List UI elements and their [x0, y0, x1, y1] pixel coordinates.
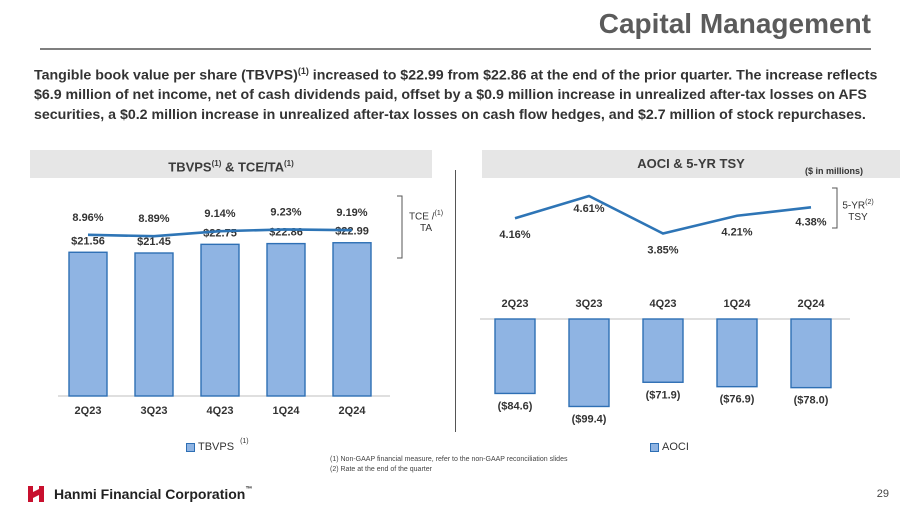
right-panel-heading: AOCI & 5-YR TSY [482, 150, 900, 178]
tce-ta-label-2Q24: 9.19% [336, 207, 367, 219]
tsy-line [514, 194, 812, 235]
tbvps-x-tick-2Q24: 2Q24 [339, 405, 367, 417]
left-panel-heading: TBVPS(1) & TCE/TA(1) [30, 150, 432, 178]
aoci-bar-4Q23 [642, 318, 684, 383]
tbvps-value-label-2Q23: $21.56 [71, 235, 105, 247]
aoci-value-label-3Q23: ($99.4) [572, 413, 607, 425]
five-yr-label: 5-YR [842, 200, 866, 212]
tce-ta-label-4Q23: 9.14% [204, 208, 235, 220]
tbvps-legend-sup: (1) [240, 437, 249, 445]
tbvps-x-tick-4Q23: 4Q23 [207, 405, 234, 417]
aoci-legend-swatch [650, 442, 659, 452]
tbvps-legend: TBVPS (1) [186, 437, 249, 453]
tbvps-bar-1Q24 [266, 242, 306, 397]
footnote-1: (1) Non-GAAP financial measure, refer to… [330, 456, 568, 463]
aoci-value-label-4Q23: ($71.9) [646, 389, 681, 401]
aoci-value-label-2Q23: ($84.6) [498, 400, 533, 412]
aoci-bar-3Q23 [568, 318, 610, 408]
aoci-x-tick-2Q23: 2Q23 [502, 298, 529, 310]
tce-ta-label-2Q23: 8.96% [72, 212, 103, 224]
tbvps-x-tick-1Q24: 1Q24 [273, 405, 301, 417]
hanmi-logo-icon [28, 486, 44, 502]
tsy-sup: (2) [865, 199, 874, 206]
tce-ta-line [87, 228, 353, 238]
intro-text-b: increased to $22.99 from $22.86 at the e… [34, 67, 878, 123]
aoci-legend-label: AOCI [662, 441, 689, 453]
trademark: ™ [245, 486, 253, 493]
company-name-text: Hanmi Financial Corporation [54, 486, 246, 502]
tbvps-bar-4Q23 [200, 243, 240, 397]
tbvps-legend-label: TBVPS [198, 441, 235, 453]
tsy-label-1Q24: 4.21% [721, 227, 752, 239]
tbvps-value-label-3Q23: $21.45 [137, 236, 171, 248]
tsy-side-label: 5-YR(2) TSY [838, 197, 878, 224]
tce-sup: (1) [434, 210, 444, 217]
tce-ta-label-3Q23: 8.89% [138, 213, 169, 225]
ta-label: TA [419, 223, 433, 235]
intro-paragraph: Tangible book value per share (TBVPS)(1)… [34, 62, 884, 125]
intro-text-a: Tangible book value per share (TBVPS) [34, 67, 298, 84]
intro-footnote-ref: (1) [297, 66, 309, 76]
aoci-value-label-1Q24: ($76.9) [720, 394, 755, 406]
tbvps-x-tick-2Q23: 2Q23 [75, 405, 102, 417]
aoci-x-tick-2Q24: 2Q24 [798, 298, 826, 310]
tbvps-x-tick-3Q23: 3Q23 [141, 405, 168, 417]
tsy-label-2Q24: 4.38% [795, 216, 826, 228]
page-number: 29 [876, 488, 889, 500]
tsy-label-3Q23: 4.61% [573, 203, 604, 215]
tce-ta-side-label: TCE /(1) TA [408, 208, 444, 235]
page-title: Capital Management [598, 8, 871, 39]
aoci-x-tick-1Q24: 1Q24 [724, 298, 752, 310]
tce-ta-label-1Q24: 9.23% [270, 206, 301, 218]
aoci-x-tick-3Q23: 3Q23 [576, 298, 603, 310]
tbvps-value-label-2Q24: $22.99 [335, 226, 369, 238]
title-divider [40, 48, 871, 50]
company-name: Hanmi Financial Corporation™ [54, 486, 252, 502]
heading-tce: & TCE/TA [221, 159, 284, 175]
tsy-label-2Q23: 4.16% [499, 229, 530, 241]
tbvps-bar-2Q23 [68, 251, 108, 397]
aoci-legend: AOCI [650, 441, 689, 453]
tbvps-bar-3Q23 [134, 252, 174, 397]
aoci-bar-2Q24 [790, 318, 832, 389]
heading-sup-2: (1) [283, 159, 294, 168]
heading-sup-1: (1) [211, 159, 222, 168]
tsy-bracket [832, 187, 838, 229]
heading-tbvps: TBVPS [168, 159, 212, 175]
tce-label: TCE / [408, 211, 435, 223]
panel-divider [455, 170, 456, 432]
tce-ta-bracket [397, 195, 403, 259]
aoci-bar-2Q23 [494, 318, 536, 395]
aoci-x-tick-4Q23: 4Q23 [650, 298, 677, 310]
company-logo: Hanmi Financial Corporation™ [26, 484, 252, 504]
tsy-label: TSY [848, 212, 868, 224]
aoci-bar-1Q24 [716, 318, 758, 388]
heading-aoci: AOCI & 5-YR TSY [637, 156, 745, 171]
footnote-2: (2) Rate at the end of the quarter [330, 466, 432, 473]
tsy-label-4Q23: 3.85% [647, 245, 678, 257]
tbvps-bar-2Q24 [332, 242, 372, 397]
tbvps-legend-swatch [186, 442, 195, 452]
units-label: ($ in millions) [805, 166, 864, 176]
aoci-value-label-2Q24: ($78.0) [794, 395, 829, 407]
